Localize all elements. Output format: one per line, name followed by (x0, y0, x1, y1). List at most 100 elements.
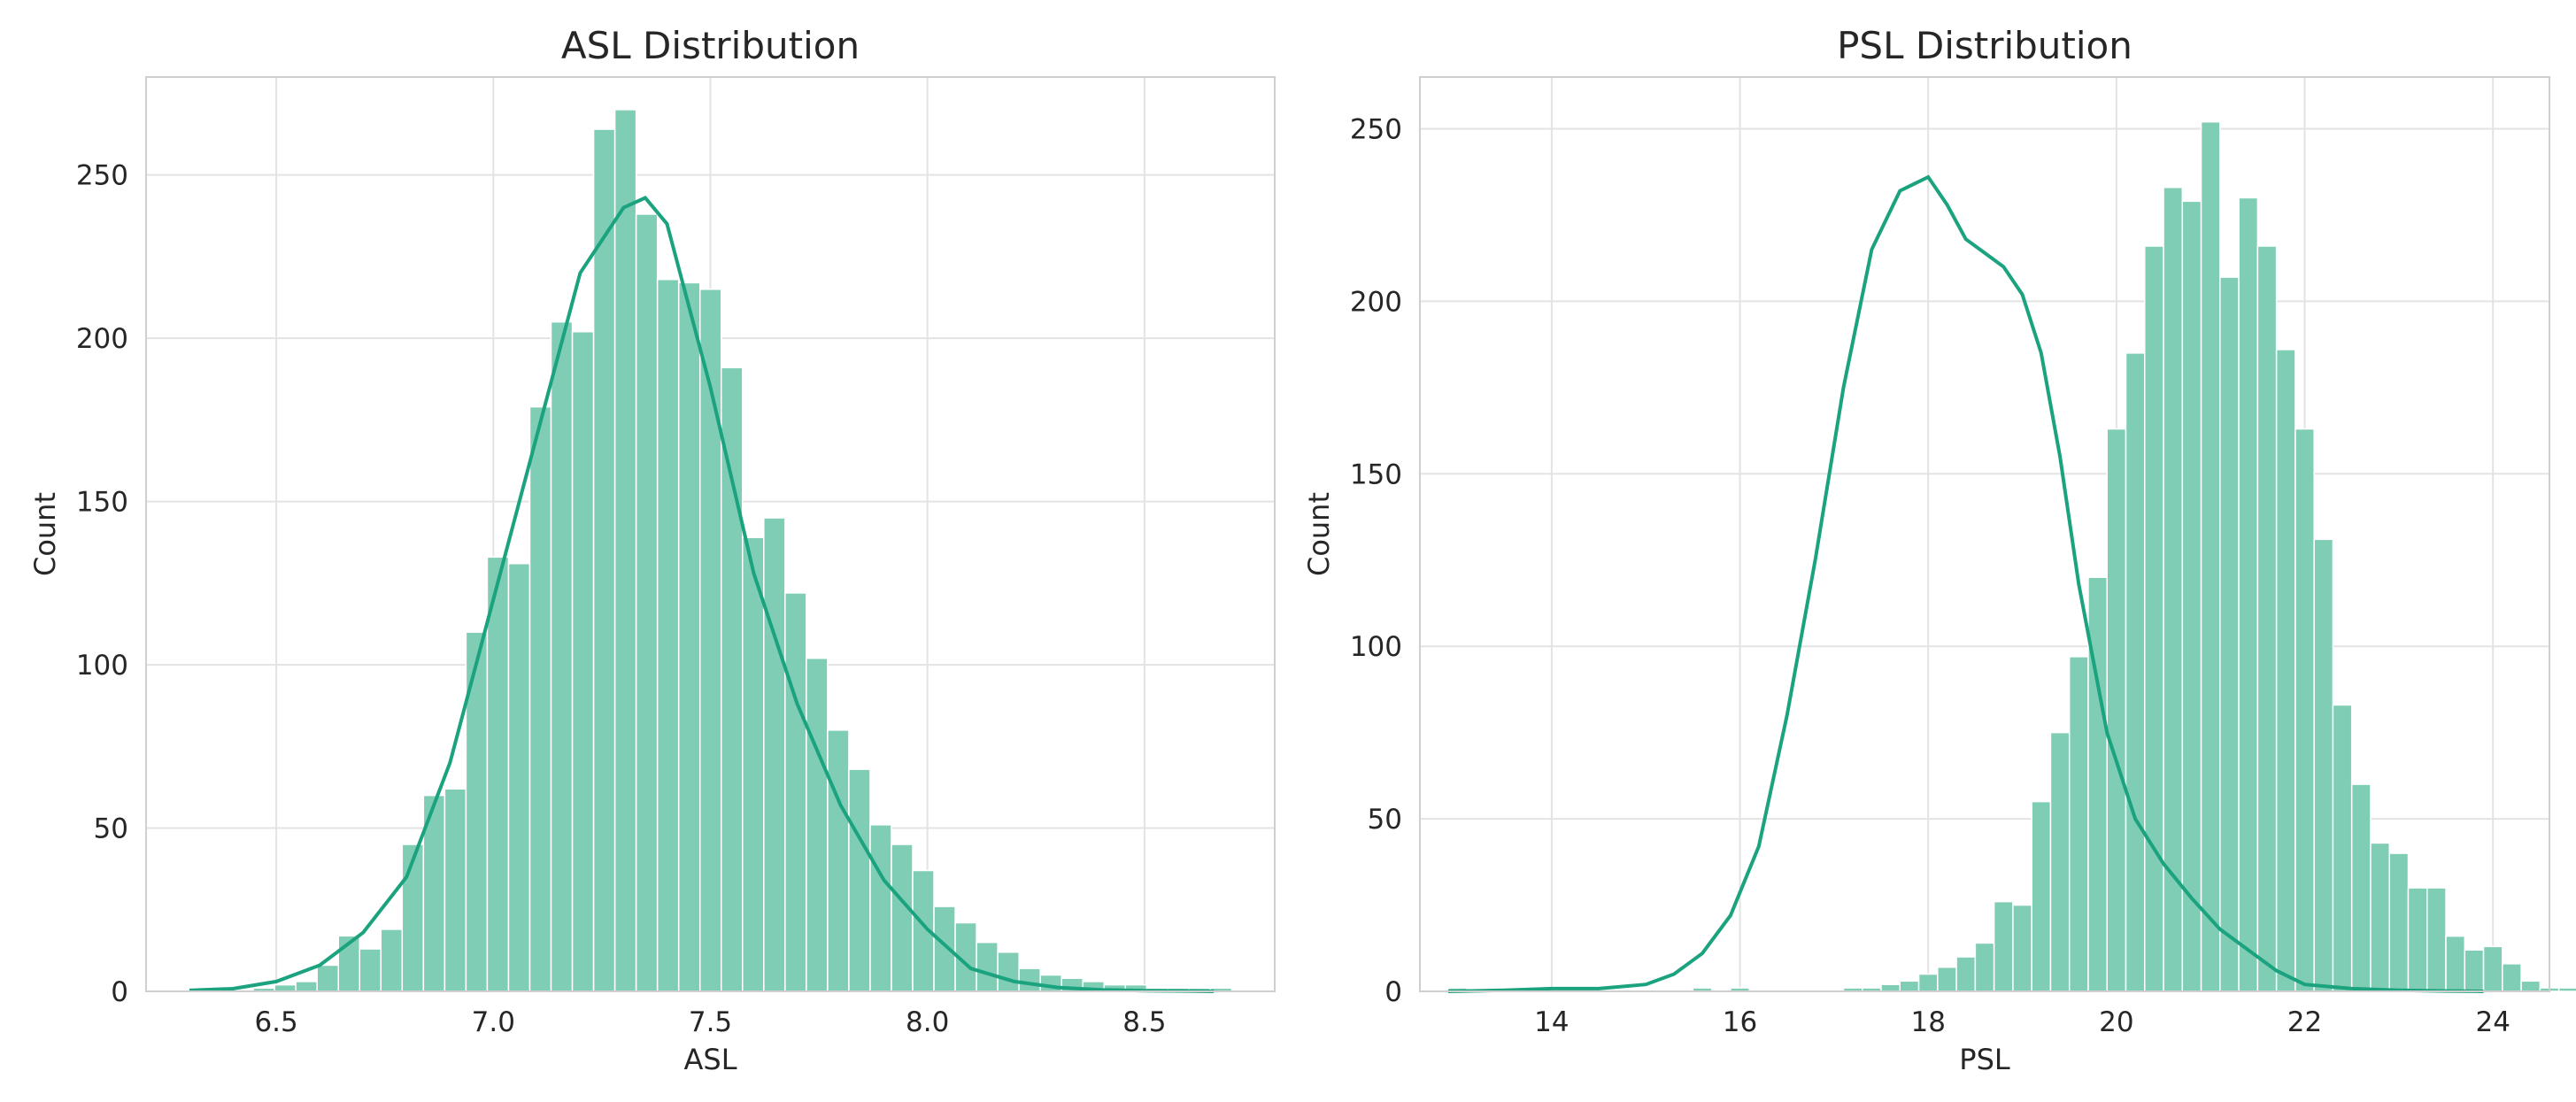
histogram-bar (2125, 352, 2146, 992)
histogram-bar (2426, 887, 2447, 992)
y-tick-label: 250 (76, 160, 128, 192)
histogram-bar (486, 556, 510, 992)
histogram-bar (2350, 783, 2372, 992)
histogram-bar (1955, 956, 1977, 992)
chart-asl: 6.5 7.0 7.5 8.0 8.5 0 50 100 150 200 250 ASL Dist… (28, 24, 1276, 1076)
histogram-bar (380, 929, 404, 992)
histogram-bar (677, 281, 701, 992)
histogram-bar (2464, 949, 2485, 992)
histogram-bar (2012, 904, 2032, 992)
histogram-bar (2106, 428, 2127, 992)
y-tick-label: 200 (1350, 286, 1402, 318)
histogram-bar (1993, 900, 2014, 992)
histogram-bar (869, 824, 892, 992)
chart-title: ASL Distribution (561, 24, 860, 67)
histogram-bar (848, 768, 871, 992)
x-axis-label: ASL (683, 1043, 737, 1076)
histogram-bar (1899, 980, 1920, 992)
histogram-bar (2294, 428, 2315, 992)
histogram-bar (656, 278, 680, 992)
histogram-bar (721, 366, 744, 992)
histogram-bar (976, 941, 999, 992)
histogram-bar (359, 948, 382, 992)
histogram-bar (933, 905, 956, 992)
histogram-bar (316, 964, 339, 992)
histogram-bar (2445, 935, 2466, 992)
histogram-bar (1974, 942, 1995, 992)
y-axis-label: Count (28, 492, 62, 576)
histogram-bar (997, 951, 1020, 992)
histogram-bars (252, 109, 1233, 992)
kde-curve (189, 196, 1215, 993)
histogram-bar (891, 844, 914, 992)
histogram-bar (784, 592, 807, 992)
y-tick-label: 50 (1368, 804, 1402, 836)
x-tick-label: 16 (1723, 1006, 1757, 1038)
x-tick-label: 7.5 (689, 1006, 732, 1038)
histogram-bar (2370, 842, 2390, 992)
histogram-bar (2520, 980, 2541, 992)
histogram-bar (2163, 186, 2184, 992)
histogram-bar (2219, 276, 2240, 992)
histogram-bar (274, 983, 297, 992)
histogram-bar (1937, 966, 1957, 992)
x-tick-label: 24 (2475, 1006, 2510, 1038)
y-tick-label: 0 (111, 976, 128, 1008)
histogram-bar (401, 844, 425, 992)
plot-frame (1419, 76, 2550, 992)
y-tick-label: 50 (94, 813, 128, 845)
y-tick-label: 200 (76, 323, 128, 355)
histogram-bar (528, 405, 552, 992)
x-tick-label: 6.5 (254, 1006, 297, 1038)
y-tick-label: 100 (1350, 631, 1402, 663)
chart-psl: 14 16 18 20 22 24 0 50 100 150 200 250 PSL Distrib… (1302, 24, 2576, 1076)
y-tick-label: 150 (76, 487, 128, 519)
histogram-bar (742, 536, 765, 992)
histogram-bar (2407, 887, 2428, 992)
histogram-bar (1018, 967, 1041, 992)
y-tick-label: 150 (1350, 459, 1402, 490)
chart-title: PSL Distribution (1837, 24, 2133, 67)
histogram-bar (295, 981, 318, 992)
histogram-bars (1447, 120, 2576, 992)
histogram-bar (592, 128, 616, 992)
histogram-bar (763, 517, 786, 992)
x-tick-label: 8.5 (1122, 1006, 1166, 1038)
histogram-bar (2144, 245, 2164, 992)
histogram-bar (2275, 349, 2296, 992)
histogram-bar (1880, 983, 1901, 992)
y-tick-labels: 0 50 100 150 200 250 (1350, 113, 1402, 1008)
y-axis-label: Count (1302, 492, 1336, 576)
histogram-bar (2200, 120, 2221, 992)
histogram-bar (698, 289, 722, 992)
histogram-bar (2049, 731, 2071, 992)
y-tick-label: 100 (76, 650, 128, 682)
x-tick-label: 22 (2287, 1006, 2322, 1038)
x-tick-label: 14 (1534, 1006, 1569, 1038)
histogram-bar (550, 320, 574, 992)
histogram-bar (2313, 538, 2334, 992)
x-tick-label: 20 (2099, 1006, 2133, 1038)
plot-frame (145, 76, 1276, 992)
x-tick-label: 8.0 (906, 1006, 949, 1038)
histogram-bar (2068, 656, 2089, 992)
x-tick-label: 18 (1910, 1006, 1945, 1038)
histogram-bar (613, 109, 637, 992)
histogram-bar (1917, 973, 1939, 992)
histogram-bar (507, 562, 531, 992)
histogram-bar (2388, 852, 2410, 992)
histogram-bar (443, 788, 467, 992)
histogram-bar (2502, 963, 2522, 992)
histogram-bar (2557, 987, 2576, 992)
kde-curve (1447, 174, 2484, 993)
histogram-bar (2256, 245, 2278, 992)
x-tick-labels: 14 16 18 20 22 24 (1534, 1006, 2510, 1038)
histogram-bar (2181, 200, 2202, 992)
histogram-bar (2238, 197, 2259, 992)
y-tick-label: 250 (1350, 113, 1402, 145)
x-axis-label: PSL (1959, 1043, 2010, 1076)
histogram-bar (2482, 945, 2503, 992)
y-tick-label: 0 (1384, 976, 1402, 1008)
histogram-bar (635, 213, 659, 992)
